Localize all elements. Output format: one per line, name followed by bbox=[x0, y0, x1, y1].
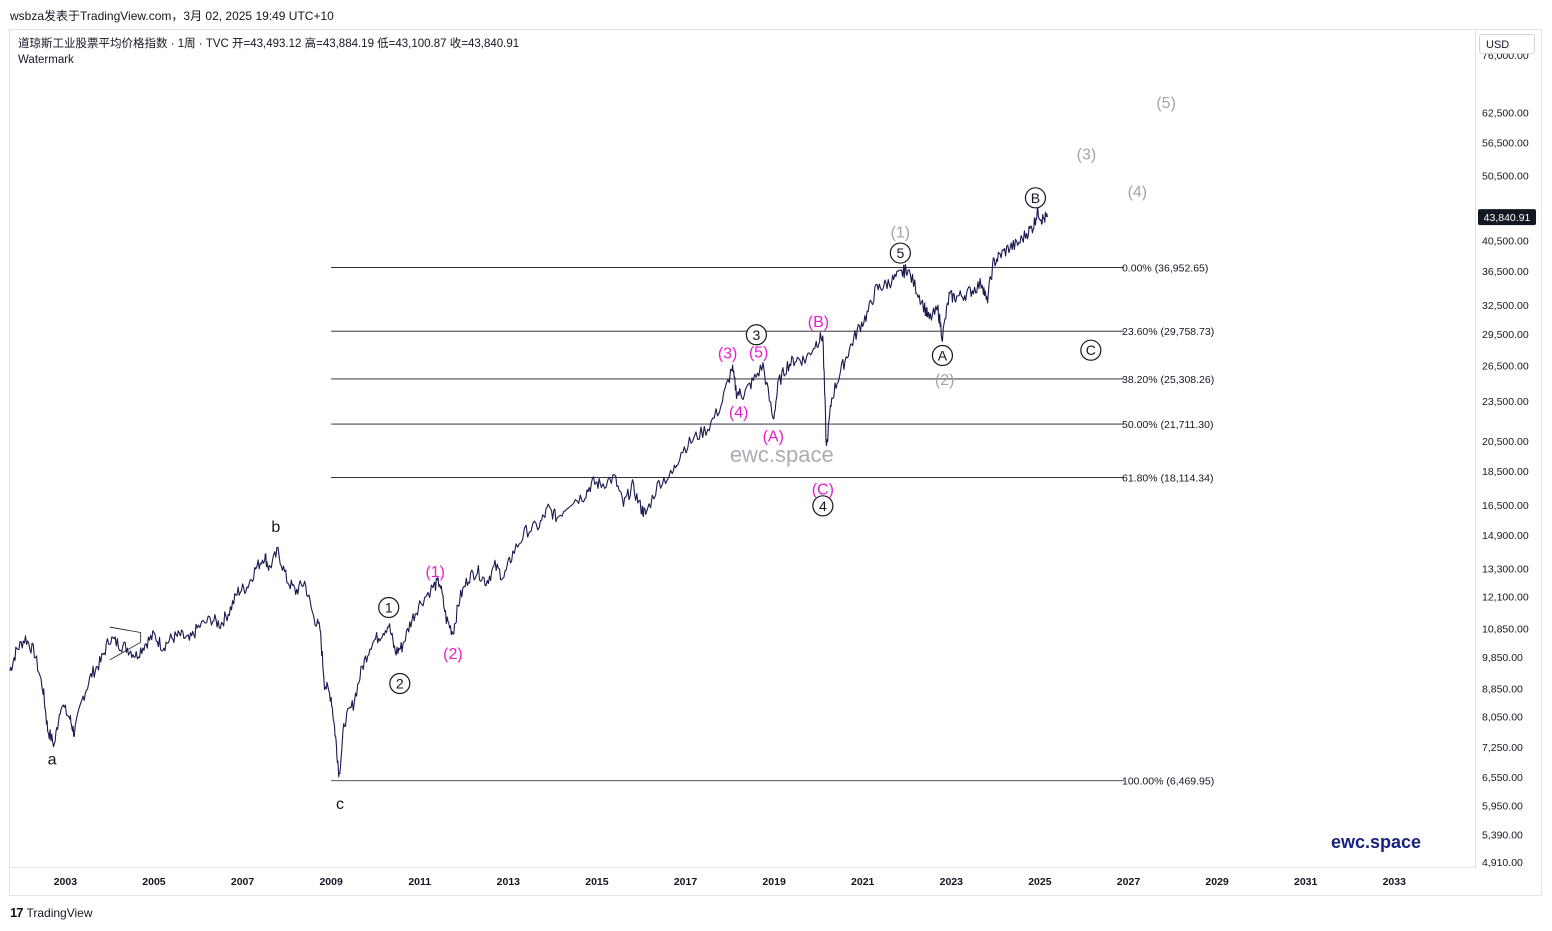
time-tick-label: 2011 bbox=[408, 876, 431, 888]
price-tick-label: 36,500.00 bbox=[1482, 266, 1529, 278]
wave-label-circle bbox=[1080, 339, 1102, 361]
time-tick-label: 2009 bbox=[319, 876, 343, 888]
price-tick-label: 8,850.00 bbox=[1482, 683, 1523, 695]
time-tick-label: 2005 bbox=[142, 876, 166, 888]
time-tick-label: 2029 bbox=[1205, 876, 1229, 888]
price-tick-label: 7,250.00 bbox=[1482, 742, 1523, 754]
fib-level-label: 50.00% (21,711.30) bbox=[1122, 419, 1213, 431]
price-tick-label: 12,100.00 bbox=[1482, 591, 1529, 603]
wave-label: C bbox=[1086, 342, 1096, 358]
time-tick-label: 2023 bbox=[940, 876, 964, 888]
fib-level-label: 23.60% (29,758.73) bbox=[1122, 326, 1214, 338]
wave-label: (1) bbox=[891, 225, 911, 242]
last-price-badge bbox=[1478, 209, 1536, 226]
wave-label: B bbox=[1031, 190, 1040, 206]
triangle-pattern bbox=[109, 626, 142, 661]
price-tick-label: 62,500.00 bbox=[1482, 108, 1529, 120]
wave-label: (5) bbox=[749, 344, 769, 361]
wave-label: (4) bbox=[729, 404, 749, 421]
wave-label-circle bbox=[745, 324, 767, 346]
wave-label: 3 bbox=[752, 327, 760, 343]
symbol-ohlc-line: 道琼斯工业股票平均价格指数 · 1周 · TVC 开=43,493.12 高=4… bbox=[18, 38, 520, 50]
wave-label-circle bbox=[812, 495, 834, 517]
fib-level-label: 0.00% (36,952.65) bbox=[1122, 262, 1208, 274]
price-axis[interactable] bbox=[1475, 29, 1542, 868]
wave-label: 4 bbox=[819, 498, 827, 514]
time-tick-label: 2015 bbox=[585, 876, 609, 888]
wave-label: (A) bbox=[763, 429, 784, 446]
wave-label: (B) bbox=[808, 314, 829, 331]
wave-label: (2) bbox=[935, 372, 955, 389]
site-watermark: ewc.space bbox=[1331, 832, 1422, 852]
price-tick-label: 10,850.00 bbox=[1482, 623, 1529, 635]
wave-label-circle bbox=[378, 596, 400, 619]
fib-level-label: 61.80% (18,114.34) bbox=[1122, 472, 1213, 484]
wave-label-circle bbox=[931, 344, 954, 367]
price-tick-label: 4,910.00 bbox=[1482, 857, 1523, 869]
time-tick-label: 2025 bbox=[1028, 876, 1052, 888]
price-tick-label: 29,500.00 bbox=[1482, 329, 1529, 341]
price-tick-label: 8,050.00 bbox=[1482, 711, 1523, 723]
wave-label: A bbox=[938, 348, 948, 364]
time-tick-label: 2013 bbox=[497, 876, 521, 888]
price-series-line[interactable] bbox=[9, 203, 1048, 778]
wave-label-circle bbox=[1024, 187, 1047, 209]
price-tick-label: 6,550.00 bbox=[1482, 772, 1523, 784]
wave-label: (4) bbox=[1128, 184, 1148, 201]
tradingview-logo-icon[interactable]: 17 bbox=[10, 905, 24, 920]
price-tick-label: 50,500.00 bbox=[1482, 170, 1529, 182]
price-tick-label: 23,500.00 bbox=[1482, 396, 1529, 408]
wave-label: c bbox=[336, 796, 344, 813]
brand-name: TradingView bbox=[26, 905, 93, 920]
wave-label: (5) bbox=[1156, 95, 1176, 112]
wave-label: 5 bbox=[896, 245, 904, 261]
wave-label: 1 bbox=[385, 599, 393, 615]
time-tick-label: 2027 bbox=[1117, 876, 1141, 888]
price-tick-label: 18,500.00 bbox=[1482, 466, 1529, 478]
price-tick-label: 5,950.00 bbox=[1482, 800, 1523, 812]
time-tick-label: 2017 bbox=[674, 876, 698, 888]
wave-label: (2) bbox=[443, 646, 463, 663]
last-price-label: 43,840.91 bbox=[1484, 212, 1531, 224]
footer: 17 TradingView bbox=[10, 905, 93, 920]
time-tick-label: 2031 bbox=[1294, 876, 1318, 888]
wave-label: (3) bbox=[1077, 147, 1097, 164]
fib-level-label: 100.00% (6,469.95) bbox=[1122, 776, 1214, 788]
price-tick-label: 14,900.00 bbox=[1482, 530, 1529, 542]
price-tick-label: 20,500.00 bbox=[1482, 436, 1529, 448]
chart-frame bbox=[9, 29, 1542, 896]
time-tick-label: 2007 bbox=[231, 876, 255, 888]
fib-level-label: 38.20% (25,308.26) bbox=[1122, 374, 1214, 386]
price-tick-label: 40,500.00 bbox=[1482, 235, 1529, 247]
wave-label-circle bbox=[889, 242, 911, 264]
time-tick-label: 2003 bbox=[54, 876, 78, 888]
center-watermark: ewc.space bbox=[730, 442, 834, 467]
wave-label: (C) bbox=[812, 481, 834, 498]
price-tick-label: 56,500.00 bbox=[1482, 137, 1529, 149]
wave-label: 2 bbox=[396, 675, 404, 691]
price-tick-label: 5,390.00 bbox=[1482, 830, 1523, 842]
price-tick-label: 13,300.00 bbox=[1482, 563, 1529, 575]
wave-label: (1) bbox=[425, 564, 445, 581]
time-tick-label: 2021 bbox=[851, 876, 875, 888]
wave-label-circle bbox=[389, 672, 411, 695]
price-tick-label: 9,850.00 bbox=[1482, 652, 1523, 664]
symbol-legend: 道琼斯工业股票平均价格指数 · 1周 · TVC 开=43,493.12 高=4… bbox=[18, 35, 519, 66]
wave-label: (3) bbox=[718, 345, 738, 362]
price-tick-label: 16,500.00 bbox=[1482, 500, 1529, 512]
watermark-label: Watermark bbox=[18, 54, 74, 66]
attribution-bar: wsbza发表于TradingView.com，3月 02, 2025 19:4… bbox=[10, 9, 334, 23]
price-tick-label: 32,500.00 bbox=[1482, 300, 1529, 312]
time-tick-label: 2019 bbox=[762, 876, 786, 888]
time-axis-border bbox=[9, 867, 1475, 868]
time-tick-label: 2033 bbox=[1383, 876, 1407, 888]
wave-label: b bbox=[271, 519, 280, 536]
wave-label: a bbox=[48, 752, 57, 769]
price-tick-label: 26,500.00 bbox=[1482, 360, 1529, 372]
currency-button[interactable]: USD bbox=[1479, 34, 1535, 54]
